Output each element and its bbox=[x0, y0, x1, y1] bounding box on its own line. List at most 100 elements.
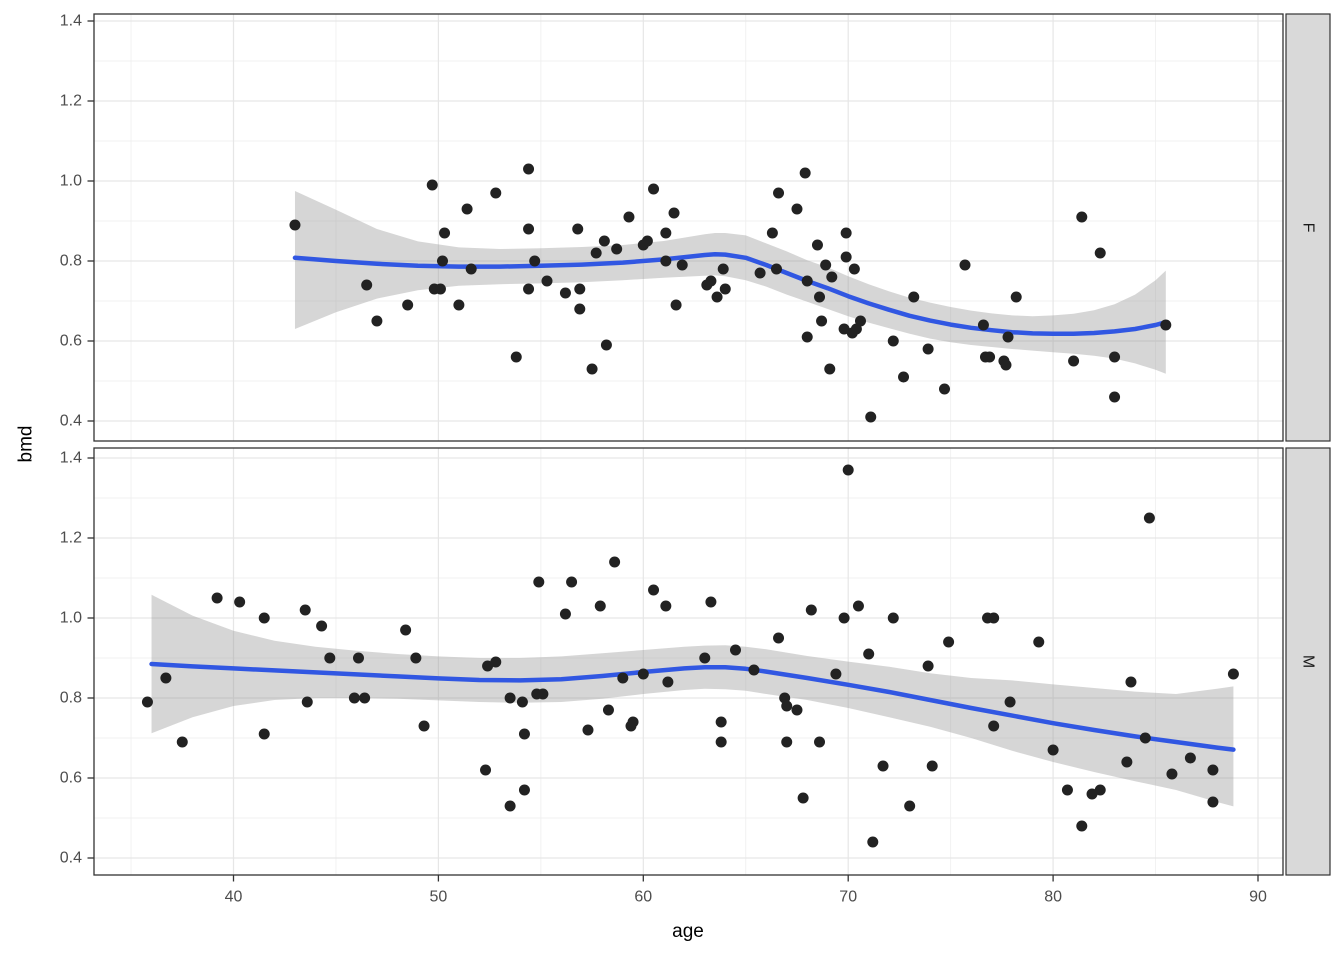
data-point bbox=[959, 259, 971, 271]
y-tick-label: 0.6 bbox=[60, 770, 82, 787]
panel-border bbox=[93, 447, 1284, 876]
data-point bbox=[598, 235, 610, 247]
data-point bbox=[1094, 784, 1106, 796]
data-point bbox=[816, 315, 828, 327]
data-point bbox=[574, 303, 586, 315]
data-point bbox=[838, 323, 850, 335]
y-tick-label: 0.4 bbox=[60, 850, 82, 867]
data-point bbox=[602, 704, 614, 716]
data-point bbox=[523, 223, 535, 235]
data-point bbox=[1061, 784, 1073, 796]
data-point bbox=[641, 235, 653, 247]
data-point bbox=[781, 700, 793, 712]
data-point bbox=[299, 604, 311, 616]
data-point bbox=[773, 187, 785, 199]
data-point bbox=[1109, 391, 1121, 403]
data-point bbox=[609, 556, 621, 568]
data-point bbox=[436, 255, 448, 267]
data-point bbox=[504, 800, 516, 812]
x-tick-label: 50 bbox=[430, 889, 448, 906]
data-point bbox=[1004, 696, 1016, 708]
data-point bbox=[410, 652, 422, 664]
data-point bbox=[1207, 796, 1219, 808]
data-point bbox=[770, 263, 782, 275]
y-tick-label: 0.8 bbox=[60, 690, 82, 707]
x-tick-label: 80 bbox=[1044, 889, 1062, 906]
panel-border bbox=[93, 13, 1284, 442]
data-point bbox=[908, 291, 920, 303]
data-point bbox=[717, 263, 729, 275]
data-point bbox=[258, 728, 270, 740]
data-point bbox=[559, 608, 571, 620]
data-point bbox=[865, 411, 877, 423]
data-point bbox=[518, 728, 530, 740]
x-tick-label: 40 bbox=[225, 889, 243, 906]
data-point bbox=[371, 315, 383, 327]
data-point bbox=[660, 600, 672, 612]
facet-strip-F bbox=[1285, 13, 1331, 442]
data-point bbox=[572, 223, 584, 235]
data-point bbox=[791, 704, 803, 716]
data-point bbox=[160, 672, 172, 684]
data-point bbox=[301, 696, 313, 708]
data-point bbox=[1109, 351, 1121, 363]
data-point bbox=[814, 291, 826, 303]
data-point bbox=[842, 464, 854, 476]
facet-panel-F: F bbox=[93, 13, 1331, 442]
data-point bbox=[1076, 820, 1088, 832]
y-axis-ticks-F: 1.4 1.2 1.0 0.8 0.6 0.4 bbox=[60, 13, 94, 430]
data-point bbox=[361, 279, 373, 291]
data-point bbox=[838, 612, 850, 624]
data-point bbox=[1184, 752, 1196, 764]
data-point bbox=[1094, 247, 1106, 259]
data-point bbox=[1076, 211, 1088, 223]
facet-panel-M: M bbox=[93, 447, 1331, 876]
data-point bbox=[830, 668, 842, 680]
x-axis-ticks: 40 50 60 70 80 90 bbox=[225, 875, 1267, 906]
data-point bbox=[791, 203, 803, 215]
smooth-line-F bbox=[292, 251, 1169, 337]
data-point bbox=[820, 259, 832, 271]
data-point bbox=[1010, 291, 1022, 303]
data-point bbox=[434, 283, 446, 295]
data-point bbox=[418, 720, 430, 732]
data-point bbox=[627, 716, 639, 728]
data-point bbox=[814, 736, 826, 748]
data-point bbox=[541, 275, 553, 287]
data-point bbox=[705, 596, 717, 608]
data-point bbox=[699, 652, 711, 664]
data-point bbox=[867, 836, 879, 848]
y-tick-label: 0.8 bbox=[60, 253, 82, 270]
data-point bbox=[711, 291, 723, 303]
data-point bbox=[566, 576, 578, 588]
data-point bbox=[402, 299, 414, 311]
data-point bbox=[537, 688, 549, 700]
data-point bbox=[316, 620, 328, 632]
data-point bbox=[848, 263, 860, 275]
data-point bbox=[1000, 359, 1012, 371]
data-point bbox=[799, 167, 811, 179]
data-point bbox=[324, 652, 336, 664]
data-point bbox=[453, 299, 465, 311]
facet-strip-label-M: M bbox=[1300, 655, 1317, 668]
gridlines-minor bbox=[94, 448, 1283, 875]
gridlines-major bbox=[94, 14, 1283, 441]
data-point bbox=[984, 351, 996, 363]
data-point bbox=[1207, 764, 1219, 776]
data-point bbox=[1125, 676, 1137, 688]
data-point bbox=[1068, 355, 1080, 367]
gridlines-major bbox=[94, 448, 1283, 875]
data-point bbox=[582, 724, 594, 736]
y-axis-title: bmd bbox=[15, 425, 37, 463]
data-point bbox=[773, 632, 785, 644]
data-point bbox=[518, 784, 530, 796]
facet-strip-M bbox=[1285, 447, 1331, 876]
y-tick-label: 0.6 bbox=[60, 333, 82, 350]
data-point bbox=[887, 335, 899, 347]
data-point bbox=[258, 612, 270, 624]
data-point bbox=[797, 792, 809, 804]
data-point bbox=[480, 764, 492, 776]
data-point bbox=[811, 239, 823, 251]
data-point bbox=[1139, 732, 1151, 744]
